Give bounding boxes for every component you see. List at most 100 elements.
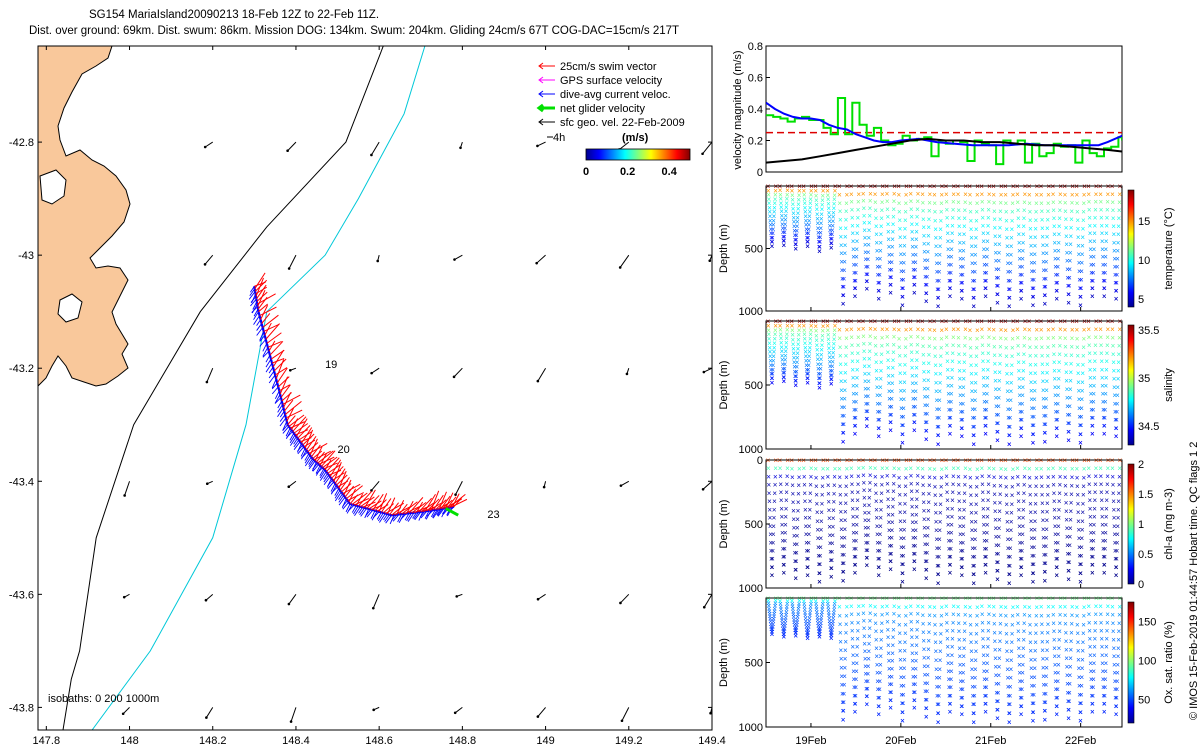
temperature-sample: × xyxy=(877,270,882,279)
temperature-sample: × xyxy=(1057,214,1062,223)
temperature-sample: × xyxy=(768,221,773,230)
chlorophyll-sample: × xyxy=(901,552,906,561)
salinity-sample: × xyxy=(1007,422,1012,431)
temperature-sample: × xyxy=(1101,268,1106,277)
chlorophyll-sample: × xyxy=(814,491,819,500)
salinity-sample: × xyxy=(1008,396,1013,405)
oxygen-sample: × xyxy=(1079,699,1084,708)
oxygen-sample: × xyxy=(842,672,847,681)
temperature-sample: × xyxy=(1030,284,1035,293)
salinity-sample: × xyxy=(843,377,848,386)
temperature-sample: × xyxy=(887,243,892,252)
temperature-sample: × xyxy=(937,276,942,285)
temperature-sample: × xyxy=(1018,278,1023,287)
temperature-sample: × xyxy=(768,212,773,221)
salinity-sample: × xyxy=(792,367,797,376)
temperature-sample: × xyxy=(1032,275,1037,284)
temperature-sample: × xyxy=(1057,230,1062,239)
temperature-sample: × xyxy=(1076,250,1081,259)
salinity-sample: × xyxy=(914,371,919,380)
salinity-sample: × xyxy=(802,326,807,335)
temperature-sample: × xyxy=(838,207,843,216)
temperature-sample: × xyxy=(1044,249,1049,258)
temperature-sample: × xyxy=(1081,216,1086,225)
temperature-sample: × xyxy=(938,242,943,251)
temperature-sample: × xyxy=(948,284,953,293)
salinity-sample: × xyxy=(778,330,783,339)
chlorophyll-sample: × xyxy=(813,465,818,474)
dac-vector xyxy=(354,506,361,516)
salinity-sample: × xyxy=(1007,440,1012,449)
salinity-sample: × xyxy=(1074,326,1079,335)
temperature-sample: × xyxy=(865,277,870,286)
temperature-sample: × xyxy=(1006,276,1011,285)
swim-vector xyxy=(266,332,282,344)
temperature-sample: × xyxy=(926,248,931,257)
oxygen-sample: × xyxy=(972,682,977,691)
salinity-sample: × xyxy=(921,342,926,351)
temperature-sample: × xyxy=(944,198,949,207)
salinity-sample: × xyxy=(804,356,809,365)
temperature-sample: × xyxy=(995,298,1000,307)
temperature-sample: × xyxy=(861,204,866,213)
temperature-sample: × xyxy=(1040,216,1045,225)
salinity-sample: × xyxy=(853,430,858,439)
chlorophyll-sample: × xyxy=(973,526,978,535)
salinity-sample: × xyxy=(897,352,902,361)
chlorophyll-sample: × xyxy=(1009,509,1014,518)
temperature-sample: × xyxy=(879,230,884,239)
temperature-sample: × xyxy=(1006,285,1011,294)
temperature-sample: × xyxy=(986,221,991,230)
salinity-sample: × xyxy=(1081,352,1086,361)
temperature-sample: × xyxy=(939,208,944,217)
temperature-sample: × xyxy=(1006,259,1011,268)
salinity-sample: × xyxy=(934,387,939,396)
temperature-sample: × xyxy=(900,292,905,301)
temperature-sample: × xyxy=(1099,213,1104,222)
temperature-sample: × xyxy=(783,220,788,229)
swim-vector xyxy=(446,496,457,509)
oxygen-ytick-label: 500 xyxy=(745,658,763,670)
figure-title-line1: SG154 MariaIsland20090213 18-Feb 12Z to … xyxy=(89,9,380,21)
salinity-sample: × xyxy=(827,348,832,357)
salinity-sample: × xyxy=(983,430,988,439)
chlorophyll-sample: × xyxy=(939,491,944,500)
temperature-sample: × xyxy=(900,284,905,293)
dac-vector xyxy=(248,291,256,300)
salinity-sample: × xyxy=(866,392,871,401)
salinity-sample: × xyxy=(1032,386,1037,395)
swim-vector xyxy=(259,306,277,317)
salinity-sample: × xyxy=(924,435,929,444)
temperature-ytick-label: 1000 xyxy=(739,306,763,318)
oxygen-sample: × xyxy=(1027,612,1032,621)
temperature-sample: × xyxy=(1098,198,1103,207)
temperature-sample: × xyxy=(888,288,893,297)
temperature-sample: × xyxy=(830,230,835,239)
dac-vector xyxy=(338,495,345,503)
salinity-sample: × xyxy=(818,369,823,378)
temperature-sample: × xyxy=(934,251,939,260)
temperature-sample: × xyxy=(819,219,824,228)
oxygen-sample: × xyxy=(932,612,937,621)
time-xtick-label: 21Feb xyxy=(975,735,1006,747)
temperature-sample: × xyxy=(1100,237,1105,246)
temperature-sample: × xyxy=(900,301,905,310)
temperature-sample: × xyxy=(877,286,882,295)
swim-vector xyxy=(309,438,318,456)
salinity-sample: × xyxy=(770,378,775,387)
salinity-sample: × xyxy=(1032,395,1037,404)
chlorophyll-sample: × xyxy=(1032,552,1037,561)
temperature-sample: × xyxy=(781,241,786,250)
salinity-sample: × xyxy=(784,338,789,347)
temperature-sample: × xyxy=(804,221,809,230)
temperature-sample: × xyxy=(934,259,939,268)
salinity-sample: × xyxy=(1079,421,1084,430)
temperature-sample: × xyxy=(932,191,937,200)
oxygen-sample: × xyxy=(1081,629,1086,638)
salinity-ylabel: Depth (m) xyxy=(718,361,730,410)
salinity-sample: × xyxy=(901,413,906,422)
temperature-sample: × xyxy=(914,235,919,244)
salinity-sample: × xyxy=(1010,343,1015,352)
salinity-sample: × xyxy=(971,440,976,449)
temperature-sample: × xyxy=(1069,207,1074,216)
